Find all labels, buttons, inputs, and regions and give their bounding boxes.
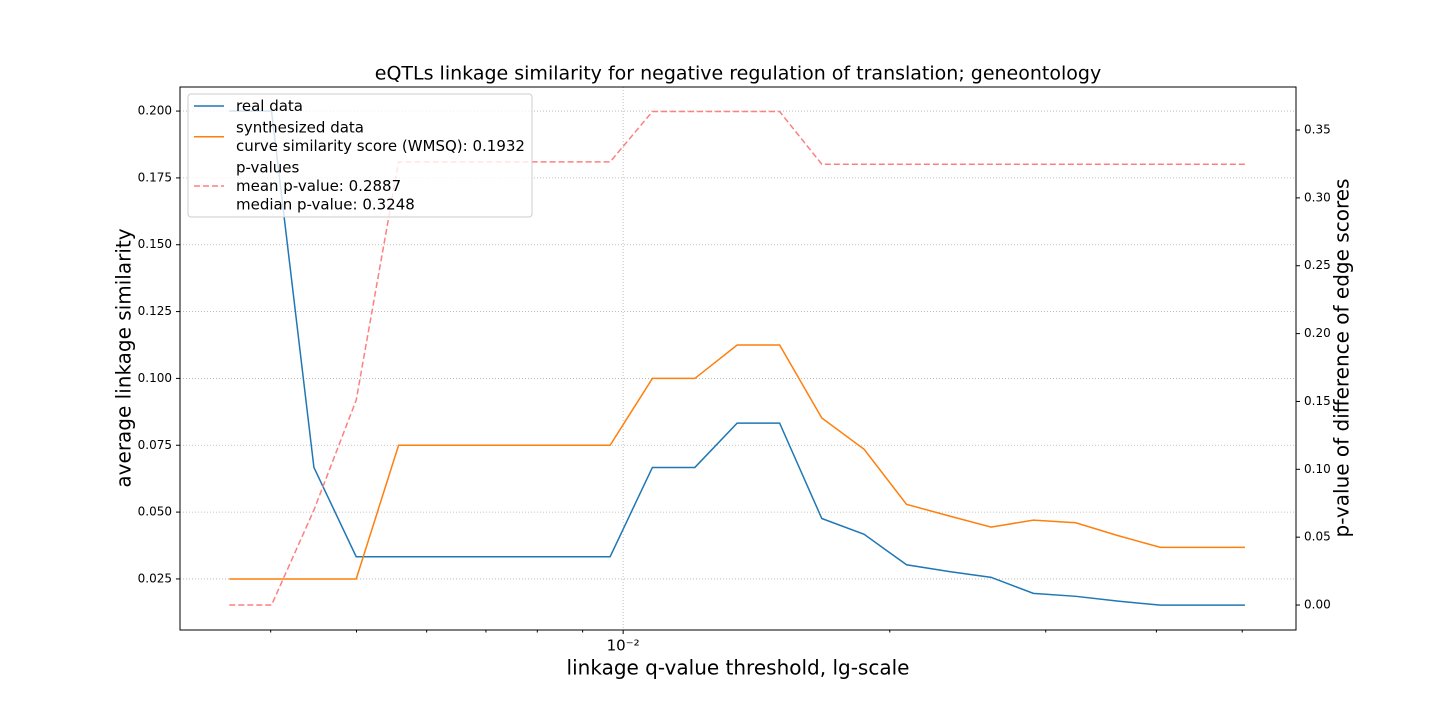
y-tick-label: 0.075	[138, 438, 172, 452]
y-tick-label: 0.025	[138, 571, 172, 585]
legend-label: p-values mean p-value: 0.2887 median p-val…	[236, 158, 415, 213]
legend-label: synthesized data curve similarity score (…	[236, 118, 525, 155]
y2-tick-label: 0.25	[1304, 258, 1331, 272]
x-axis-label: linkage q-value threshold, lg-scale	[567, 656, 910, 680]
y2-tick-label: 0.30	[1304, 190, 1331, 204]
series-line	[229, 344, 1245, 580]
y-tick-label: 0.175	[138, 170, 172, 184]
y2-tick-label: 0.35	[1304, 123, 1331, 137]
y-tick-label: 0.100	[138, 371, 172, 385]
y2-axis-label: p-value of difference of edge scores	[1330, 179, 1354, 538]
plot-frame	[179, 86, 1297, 631]
y-axis-label: average linkage similarity	[112, 228, 136, 487]
y-tick-label: 0.200	[138, 104, 172, 118]
y2-tick-label: 0.15	[1304, 394, 1331, 408]
legend-label: real data	[236, 97, 303, 115]
y2-tick-label: 0.20	[1304, 326, 1331, 340]
y-tick-label: 0.050	[138, 505, 172, 519]
x-tick-label: 10⁻²	[607, 637, 640, 655]
series-line	[229, 110, 1245, 606]
y-tick-label: 0.125	[138, 304, 172, 318]
y-tick-label: 0.150	[138, 237, 172, 251]
y2-tick-label: 0.05	[1304, 530, 1331, 544]
chart-title: eQTLs linkage similarity for negative re…	[375, 63, 1101, 85]
y2-tick-label: 0.10	[1304, 462, 1331, 476]
legend-box	[187, 93, 533, 218]
y2-tick-label: 0.00	[1304, 598, 1331, 612]
